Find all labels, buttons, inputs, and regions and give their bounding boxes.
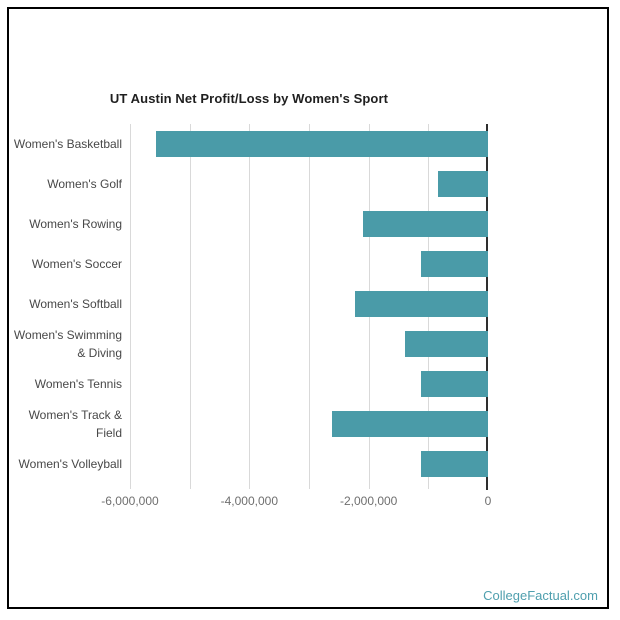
bar-women-s-basketball xyxy=(155,131,488,157)
attribution-link[interactable]: CollegeFactual.com xyxy=(483,588,598,603)
bar-women-s-swimming-diving xyxy=(405,331,488,357)
y-axis-label: Women's Basketball xyxy=(13,137,122,151)
bar-women-s-softball xyxy=(354,291,488,317)
plot-area xyxy=(130,124,488,490)
bar-women-s-rowing xyxy=(363,211,488,237)
bar-women-s-tennis xyxy=(420,371,488,397)
x-axis-tick-label: 0 xyxy=(484,494,492,508)
y-axis-label: Women's Track & Field xyxy=(28,408,122,440)
x-axis-tick-label: -4,000,000 xyxy=(220,494,279,508)
gridline xyxy=(130,124,131,489)
y-axis-label: Women's Softball xyxy=(29,297,122,311)
y-axis-label: Women's Tennis xyxy=(34,377,122,391)
y-axis-label: Women's Volleyball xyxy=(18,457,122,471)
x-axis-tick-label: -2,000,000 xyxy=(339,494,398,508)
bar-women-s-volleyball xyxy=(420,451,488,477)
y-axis-label: Women's Rowing xyxy=(29,217,122,231)
y-axis-label: Women's Swimming & Diving xyxy=(13,328,122,360)
y-axis-label: Women's Golf xyxy=(47,177,122,191)
gridline xyxy=(309,124,310,489)
gridline xyxy=(190,124,191,489)
chart-title: UT Austin Net Profit/Loss by Women's Spo… xyxy=(109,91,389,106)
chart-frame xyxy=(7,7,609,609)
gridline xyxy=(249,124,250,489)
x-axis-tick-label: -6,000,000 xyxy=(101,494,159,508)
bar-women-s-soccer xyxy=(420,251,488,277)
y-axis-label: Women's Soccer xyxy=(31,257,122,271)
bar-women-s-track-field xyxy=(332,411,488,437)
bar-women-s-golf xyxy=(437,171,488,197)
